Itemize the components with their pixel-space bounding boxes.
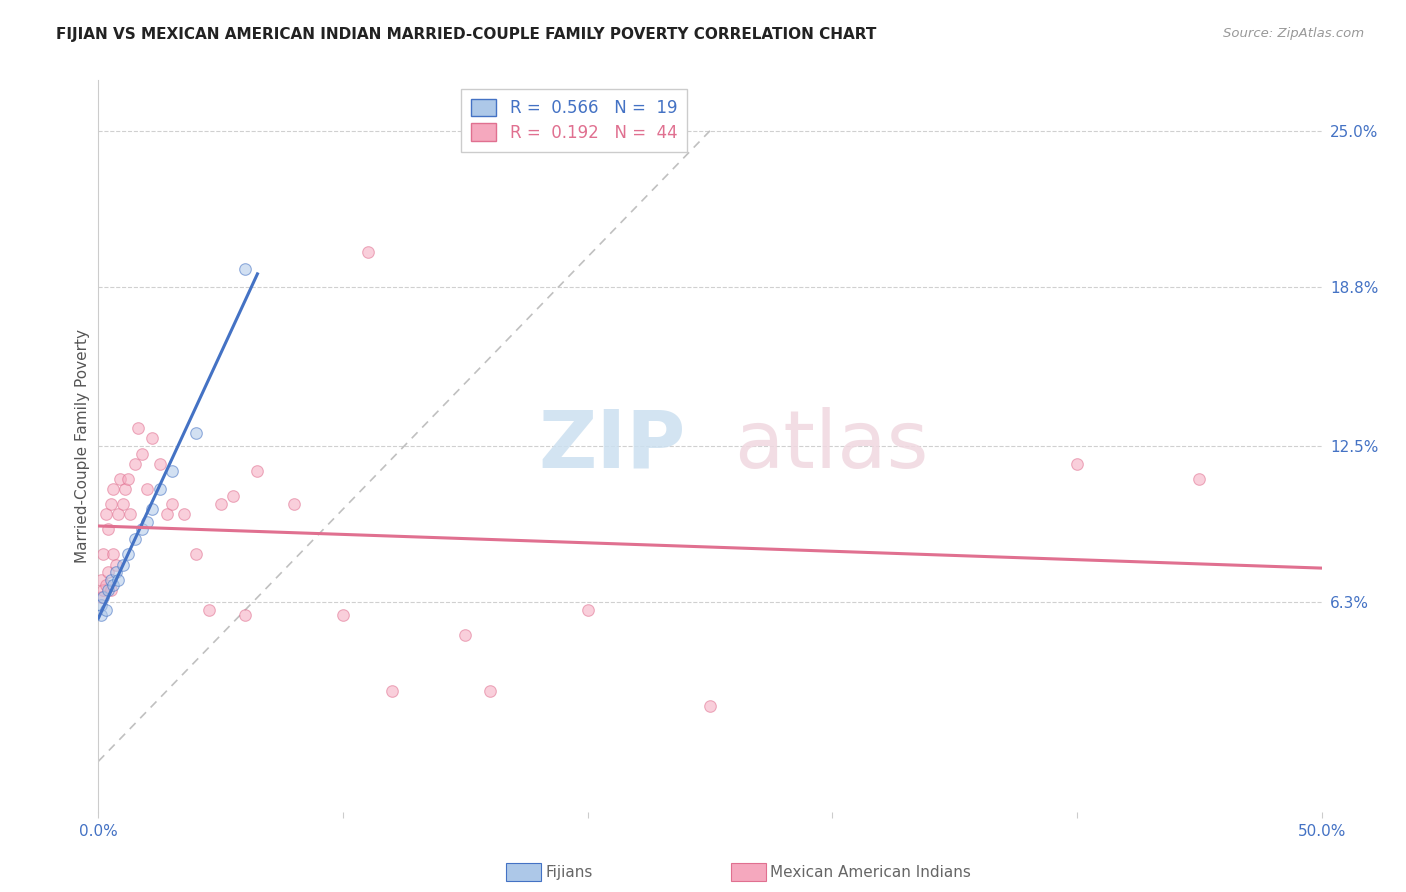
Point bbox=[124, 533, 146, 547]
Point bbox=[209, 497, 232, 511]
Legend: R =  0.566   N =  19, R =  0.192   N =  44: R = 0.566 N = 19, R = 0.192 N = 44 bbox=[461, 88, 688, 152]
Point bbox=[141, 432, 163, 446]
Point bbox=[131, 522, 153, 536]
Point bbox=[90, 607, 112, 622]
Point bbox=[186, 548, 208, 562]
Point bbox=[94, 603, 117, 617]
Point bbox=[91, 548, 114, 562]
Point bbox=[149, 482, 172, 496]
Point bbox=[136, 482, 159, 496]
Point bbox=[233, 607, 256, 622]
Point bbox=[94, 507, 117, 521]
Point bbox=[104, 565, 127, 579]
Point bbox=[111, 497, 134, 511]
Point bbox=[381, 683, 404, 698]
Point bbox=[1066, 457, 1088, 471]
Point bbox=[160, 464, 183, 478]
Point bbox=[141, 502, 163, 516]
Point bbox=[124, 457, 146, 471]
Point bbox=[100, 573, 122, 587]
Point bbox=[107, 507, 129, 521]
Point bbox=[90, 573, 112, 587]
Point bbox=[156, 507, 179, 521]
Point bbox=[131, 446, 153, 460]
Point bbox=[91, 591, 114, 605]
Point bbox=[104, 558, 127, 572]
Point bbox=[114, 482, 136, 496]
Point bbox=[149, 457, 172, 471]
Point bbox=[699, 698, 721, 713]
Text: ZIP: ZIP bbox=[538, 407, 686, 485]
Text: Mexican American Indians: Mexican American Indians bbox=[770, 865, 972, 880]
Point bbox=[222, 490, 245, 504]
Text: Fijians: Fijians bbox=[546, 865, 593, 880]
Point bbox=[117, 472, 139, 486]
Point bbox=[173, 507, 195, 521]
Point bbox=[111, 558, 134, 572]
Point bbox=[117, 548, 139, 562]
Point bbox=[107, 573, 129, 587]
Point bbox=[1188, 472, 1211, 486]
Point bbox=[101, 482, 124, 496]
Point bbox=[97, 582, 120, 597]
Point bbox=[91, 582, 114, 597]
Point bbox=[127, 421, 149, 435]
Point bbox=[186, 426, 208, 441]
Point bbox=[233, 262, 256, 277]
Point bbox=[90, 591, 112, 605]
Point bbox=[332, 607, 354, 622]
Point bbox=[100, 582, 122, 597]
Point bbox=[97, 522, 120, 536]
Text: Source: ZipAtlas.com: Source: ZipAtlas.com bbox=[1223, 27, 1364, 40]
Point bbox=[120, 507, 142, 521]
Text: FIJIAN VS MEXICAN AMERICAN INDIAN MARRIED-COUPLE FAMILY POVERTY CORRELATION CHAR: FIJIAN VS MEXICAN AMERICAN INDIAN MARRIE… bbox=[56, 27, 876, 42]
Point bbox=[160, 497, 183, 511]
Point bbox=[110, 472, 132, 486]
Point bbox=[101, 578, 124, 592]
Point bbox=[283, 497, 305, 511]
Y-axis label: Married-Couple Family Poverty: Married-Couple Family Poverty bbox=[75, 329, 90, 563]
Point bbox=[90, 598, 112, 612]
Point bbox=[454, 628, 477, 642]
Point bbox=[97, 565, 120, 579]
Point bbox=[101, 548, 124, 562]
Point bbox=[246, 464, 269, 478]
Point bbox=[94, 578, 117, 592]
Point bbox=[197, 603, 219, 617]
Point bbox=[478, 683, 501, 698]
Point bbox=[136, 515, 159, 529]
Point bbox=[100, 497, 122, 511]
Text: atlas: atlas bbox=[734, 407, 929, 485]
Point bbox=[576, 603, 599, 617]
Point bbox=[356, 244, 378, 259]
